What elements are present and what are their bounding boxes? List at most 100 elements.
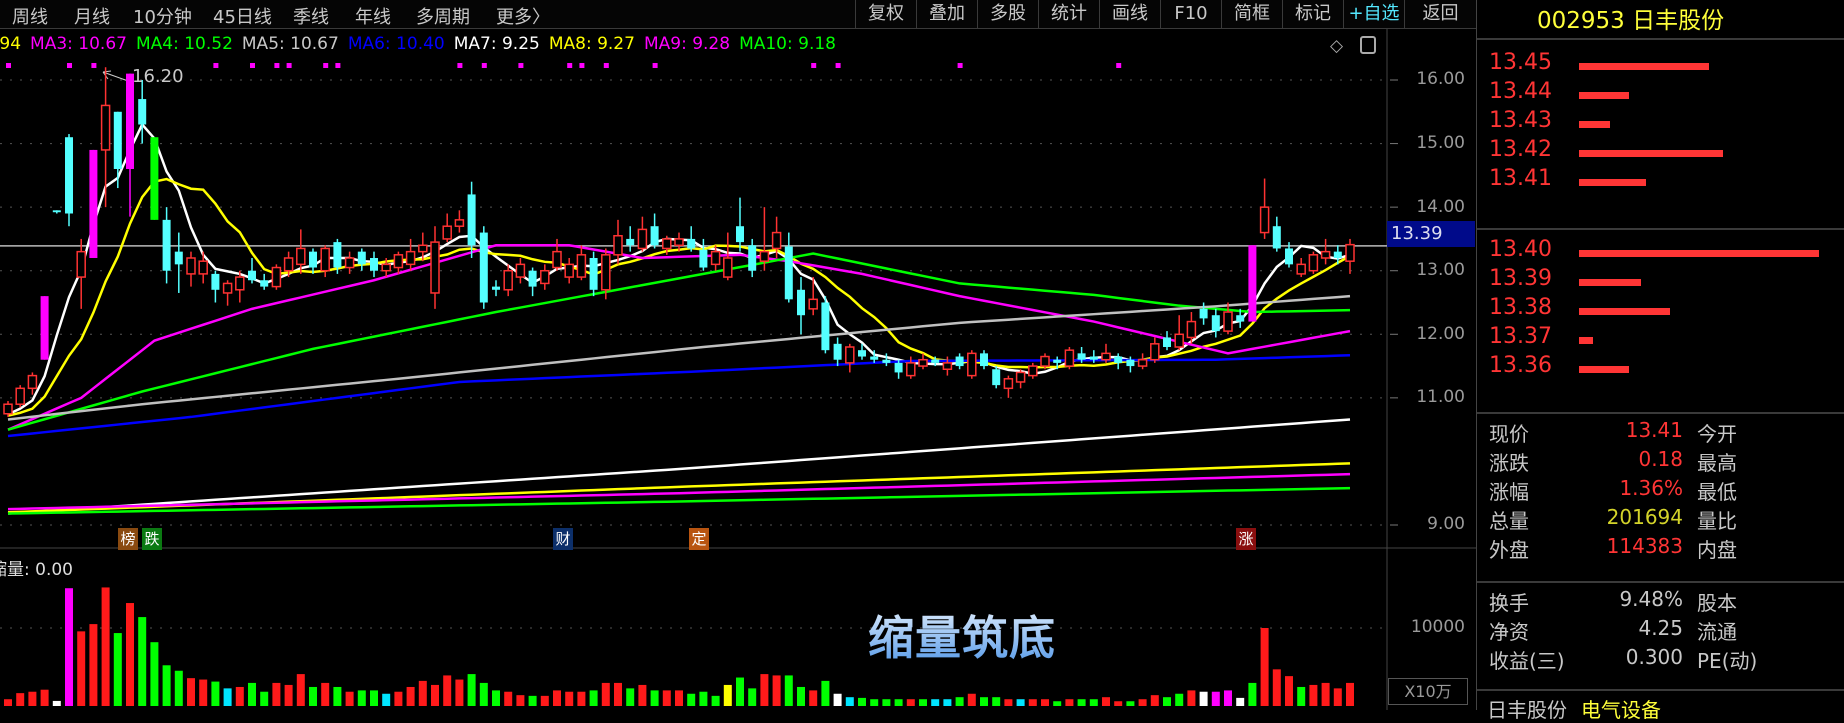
volume-bar bbox=[967, 693, 976, 706]
tab-quarterly[interactable]: 季线 bbox=[293, 7, 329, 28]
volume-bar bbox=[1346, 682, 1354, 706]
signal-ranking[interactable]: 榜 bbox=[118, 528, 138, 550]
back-button[interactable]: 返回 bbox=[1404, 0, 1476, 28]
volume-bar bbox=[1004, 699, 1013, 706]
field-value: 4.25 bbox=[1638, 616, 1683, 640]
candle-body bbox=[967, 352, 977, 377]
volume-bar bbox=[577, 691, 586, 706]
candle-body bbox=[540, 269, 550, 285]
bid-row[interactable]: 13.40 bbox=[1483, 237, 1843, 267]
tab-more[interactable]: 更多〉 bbox=[496, 7, 550, 28]
quote-row: 换手 9.48% 股本 bbox=[1485, 587, 1844, 620]
ask-row[interactable]: 13.44 bbox=[1483, 79, 1843, 109]
mark-button[interactable]: 标记 bbox=[1282, 0, 1343, 28]
annotation-text: 缩量筑底 bbox=[868, 602, 1056, 668]
candle-body bbox=[845, 346, 855, 364]
candle-body bbox=[52, 210, 61, 213]
signal-fixed[interactable]: 定 bbox=[689, 528, 709, 550]
signal-rise[interactable]: 涨 bbox=[1236, 528, 1256, 550]
volume-bar bbox=[711, 695, 720, 706]
restore-rights-button[interactable]: 复权 bbox=[855, 0, 916, 28]
ask-row[interactable]: 13.43 bbox=[1483, 108, 1843, 138]
signal-dot bbox=[6, 63, 11, 68]
volume-bar bbox=[248, 682, 256, 706]
candle-body bbox=[723, 257, 733, 278]
draw-line-button[interactable]: 画线 bbox=[1099, 0, 1160, 28]
candle-body bbox=[27, 374, 38, 390]
candle-body bbox=[528, 270, 537, 287]
bid-row[interactable]: 13.37 bbox=[1483, 324, 1843, 354]
simple-frame-button[interactable]: 简框 bbox=[1221, 0, 1282, 28]
candle-body bbox=[1053, 359, 1062, 363]
tab-weekly[interactable]: 周线 bbox=[12, 7, 48, 28]
tab-monthly[interactable]: 月线 bbox=[74, 7, 110, 28]
tab-multi-period[interactable]: 多周期 bbox=[416, 7, 470, 28]
bid-row[interactable]: 13.39 bbox=[1483, 266, 1843, 296]
candle-body bbox=[748, 245, 757, 271]
volume-bar bbox=[65, 588, 73, 706]
bid-row[interactable]: 13.38 bbox=[1483, 295, 1843, 325]
candle-body bbox=[40, 296, 49, 360]
panel-toggle-icon[interactable] bbox=[1360, 36, 1376, 54]
f10-button[interactable]: F10 bbox=[1160, 0, 1221, 28]
signal-dot bbox=[274, 63, 280, 68]
multi-stock-button[interactable]: 多股 bbox=[977, 0, 1038, 28]
ask-row[interactable]: 13.45 bbox=[1483, 50, 1843, 80]
stock-footer[interactable]: 日丰股份 电气设备 bbox=[1487, 694, 1661, 723]
add-watchlist-button[interactable]: +自选 bbox=[1343, 0, 1404, 28]
candle-body bbox=[821, 302, 830, 351]
volume-unit-label: X10万 bbox=[1388, 678, 1468, 705]
candle-body bbox=[333, 242, 342, 268]
volume-bar bbox=[906, 699, 915, 706]
signal-drop[interactable]: 跌 bbox=[142, 528, 162, 550]
candle-body bbox=[1101, 352, 1111, 361]
statistics-button[interactable]: 统计 bbox=[1038, 0, 1099, 28]
volume-bar bbox=[126, 603, 134, 706]
order-price: 13.41 bbox=[1489, 166, 1552, 191]
ask-row[interactable]: 13.42 bbox=[1483, 137, 1843, 167]
signal-finance[interactable]: 财 bbox=[553, 528, 573, 550]
order-price: 13.45 bbox=[1489, 50, 1552, 75]
candle-body bbox=[1089, 356, 1098, 360]
quote-panel: 002953 日丰股份 13.45 13.44 13.43 13.42 13.41 13… bbox=[1476, 0, 1844, 722]
candle-body bbox=[870, 356, 879, 360]
tab-yearly[interactable]: 年线 bbox=[355, 7, 391, 28]
volume-bar bbox=[760, 674, 769, 706]
candle-body bbox=[211, 273, 220, 290]
candle-body bbox=[3, 403, 13, 415]
quote-row: 净资 4.25 流通 bbox=[1485, 616, 1844, 649]
order-price: 13.42 bbox=[1489, 137, 1552, 162]
volume-bar bbox=[919, 699, 927, 706]
candle-body bbox=[100, 104, 111, 151]
candle-body bbox=[222, 282, 233, 294]
ma-line bbox=[7, 354, 1351, 438]
kline-chart[interactable] bbox=[0, 0, 1476, 710]
price-tick: 11.00 bbox=[1416, 387, 1465, 407]
tab-45day[interactable]: 45日线 bbox=[213, 7, 272, 28]
signal-dot bbox=[286, 63, 292, 68]
ma-legend-item: MA10: 9.18 bbox=[739, 34, 836, 54]
diamond-icon[interactable]: ◇ bbox=[1330, 36, 1344, 56]
volume-bar bbox=[723, 684, 732, 706]
candle-body bbox=[1199, 308, 1208, 319]
volume-bar bbox=[638, 684, 647, 706]
tab-10min[interactable]: 10分钟 bbox=[133, 7, 192, 28]
order-price: 13.40 bbox=[1489, 237, 1552, 262]
stock-name: 日丰股份 bbox=[1487, 698, 1567, 722]
candle-body bbox=[626, 238, 635, 246]
candle-body bbox=[174, 251, 183, 265]
ask-row[interactable]: 13.41 bbox=[1483, 166, 1843, 196]
candle-body bbox=[89, 149, 98, 258]
candle-body bbox=[1259, 206, 1270, 234]
volume-bar bbox=[1114, 701, 1123, 706]
candle-body bbox=[637, 228, 648, 250]
volume-bar bbox=[1211, 691, 1220, 706]
overlay-button[interactable]: 叠加 bbox=[916, 0, 977, 28]
candle-body bbox=[1345, 243, 1355, 262]
bid-row[interactable]: 13.36 bbox=[1483, 353, 1843, 383]
volume-bar bbox=[418, 680, 427, 706]
candle-body bbox=[418, 244, 428, 253]
volume-bar bbox=[1260, 628, 1269, 706]
field-value: 1.36% bbox=[1619, 476, 1683, 500]
volume-bar bbox=[1199, 691, 1208, 706]
